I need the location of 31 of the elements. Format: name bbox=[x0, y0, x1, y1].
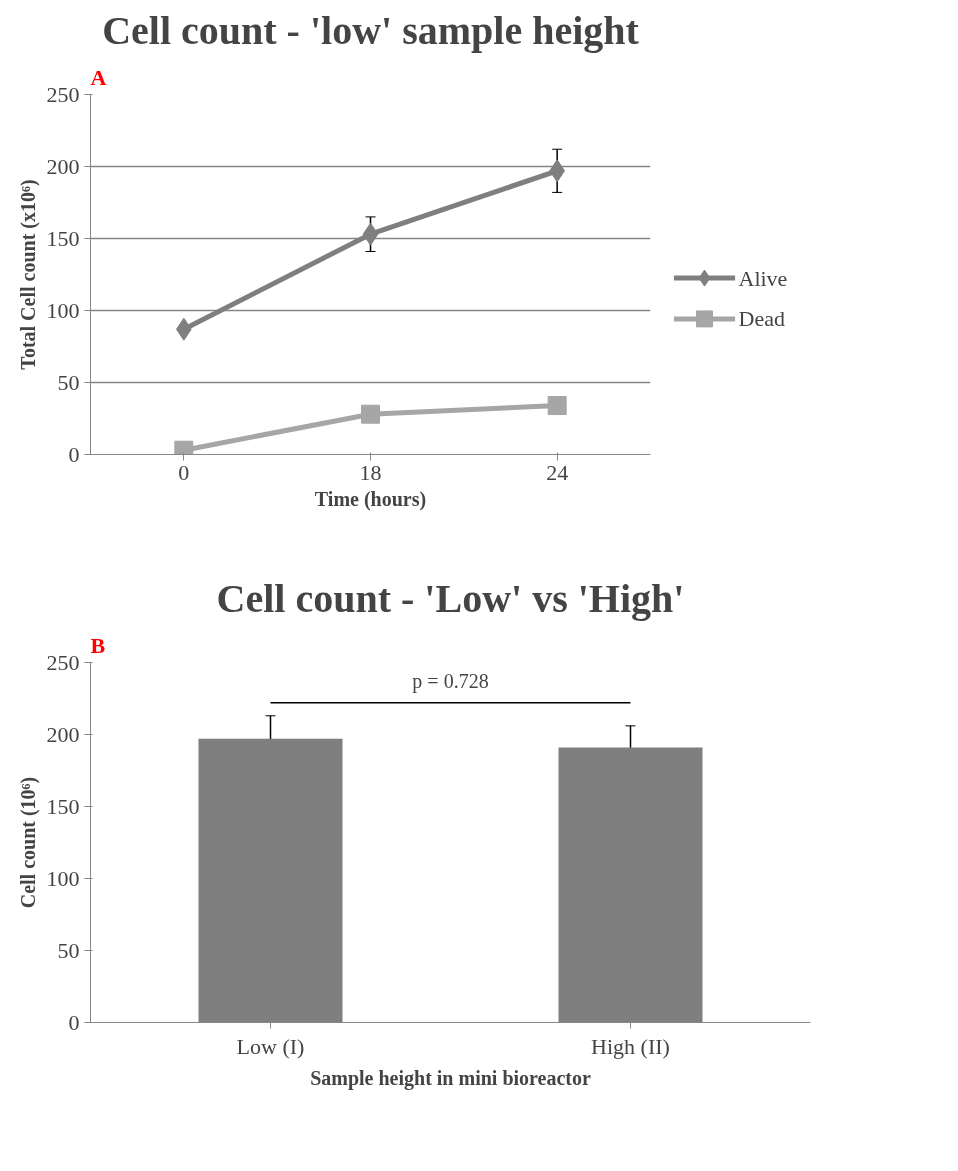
point bbox=[361, 404, 380, 424]
legend-label: Alive bbox=[738, 265, 788, 291]
x-tick-label: Low (I) bbox=[236, 1033, 305, 1059]
annotation: p = 0.728 bbox=[412, 670, 489, 694]
y-tick-label: 250 bbox=[46, 649, 80, 675]
y-tick-label: 200 bbox=[46, 721, 80, 747]
x-tick-label: 18 bbox=[359, 459, 382, 485]
text: B bbox=[90, 632, 106, 658]
point bbox=[547, 396, 567, 416]
x-axis-title: Time (hours) bbox=[314, 487, 427, 511]
legend-label: Dead bbox=[738, 306, 785, 332]
y-tick-label: 0 bbox=[68, 441, 80, 467]
chart-title: Cell count - 'low' sample height bbox=[102, 7, 640, 53]
y-axis-title: Cell count (10⁶) bbox=[16, 776, 40, 909]
y-tick-label: 100 bbox=[46, 297, 80, 323]
y-tick-label: 150 bbox=[46, 793, 80, 819]
y-tick-label: 0 bbox=[68, 1009, 80, 1035]
y-tick-label: 100 bbox=[46, 865, 80, 891]
y-axis-title: Total Cell count (x10⁶) bbox=[16, 179, 40, 370]
point bbox=[362, 222, 379, 246]
y-tick-label: 250 bbox=[46, 81, 80, 107]
x-tick-label: High (II) bbox=[591, 1033, 670, 1059]
text: A bbox=[90, 64, 107, 90]
x-tick-label: 0 bbox=[178, 459, 190, 485]
y-tick-label: 200 bbox=[46, 153, 80, 179]
y-tick-label: 50 bbox=[57, 369, 80, 395]
y-tick-label: 50 bbox=[57, 937, 80, 963]
x-axis-title: Sample height in mini bioreactor bbox=[310, 1066, 591, 1090]
y-tick-label: 150 bbox=[46, 225, 80, 251]
chart-title: Cell count - 'Low' vs 'High' bbox=[216, 575, 685, 621]
x-tick-label: 24 bbox=[546, 459, 569, 485]
